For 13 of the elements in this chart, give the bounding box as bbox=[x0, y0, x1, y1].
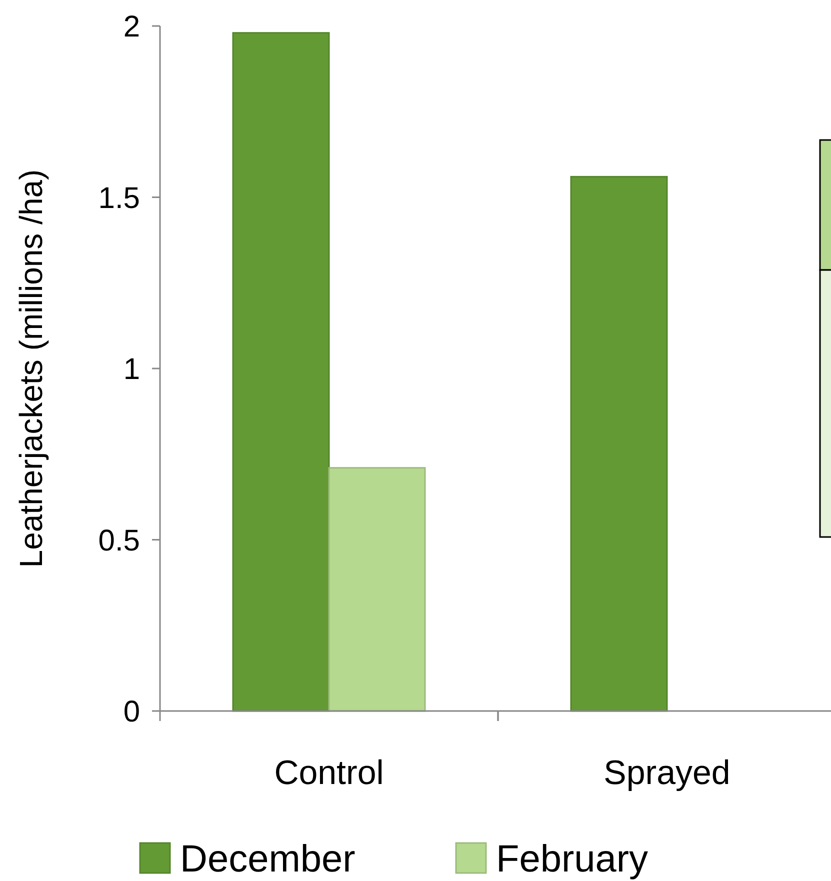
bar bbox=[328, 467, 426, 712]
legend-label: December bbox=[180, 838, 356, 880]
y-tick-label: 0.5 bbox=[98, 524, 140, 558]
y-tick-label: 1.5 bbox=[98, 182, 140, 215]
x-tick-label: Sprayed bbox=[604, 754, 730, 792]
legend-label: February bbox=[496, 838, 648, 880]
bar bbox=[570, 176, 668, 712]
y-axis-title: Leatherjackets (millions /ha) bbox=[13, 169, 49, 568]
y-tick-label: 2 bbox=[123, 10, 140, 44]
y-tick-label: 0 bbox=[123, 696, 140, 728]
x-tick-label: Control bbox=[274, 754, 384, 792]
bar bbox=[232, 32, 330, 712]
y-tick-label: 1 bbox=[123, 353, 140, 386]
